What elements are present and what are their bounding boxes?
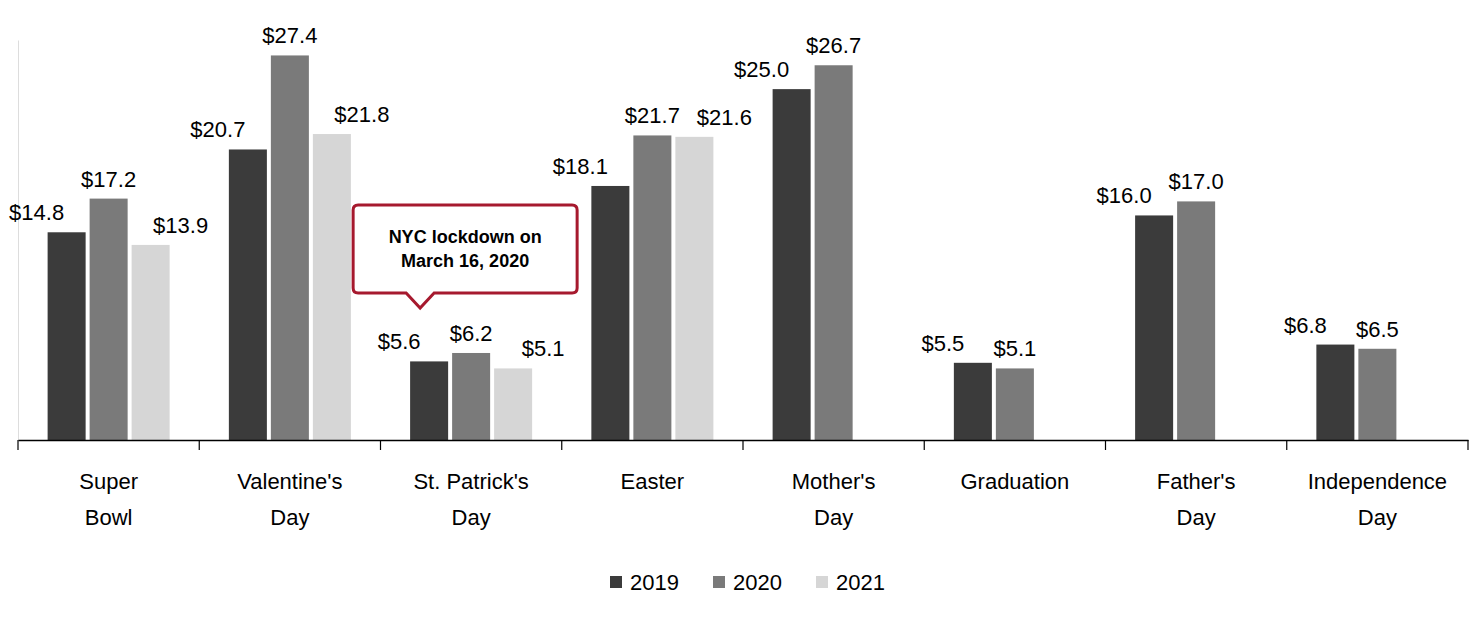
bar: [773, 89, 811, 440]
bar: [815, 65, 853, 440]
legend: 2019 2020 2021: [610, 570, 885, 595]
bar: [1316, 345, 1354, 440]
data-label: $5.1: [993, 336, 1036, 361]
data-label: $25.0: [734, 57, 789, 82]
legend-swatch: [713, 576, 725, 588]
data-labels: $14.8 $20.7 $5.6 $18.1 $25.0 $5.5 $16.0 $6.8 $17…: [9, 23, 1399, 361]
bar: [452, 353, 490, 440]
data-label: $21.6: [697, 105, 752, 130]
data-label: $21.8: [334, 102, 389, 127]
chart: SuperBowl Valentine'sDay St. Patrick'sDay E…: [0, 0, 1475, 620]
bar: [1135, 215, 1173, 440]
data-label: $13.9: [153, 213, 208, 238]
x-tick: Father'sDay: [1157, 440, 1236, 530]
legend-swatch: [816, 576, 828, 588]
x-tick-label: Easter: [621, 469, 685, 494]
data-label: $21.7: [625, 103, 680, 128]
category-divider: [17, 440, 18, 450]
x-tick-label: St. Patrick'sDay: [413, 469, 528, 530]
category-divider: [1286, 440, 1287, 450]
x-tick-label: Father'sDay: [1157, 469, 1236, 530]
category-divider: [742, 440, 743, 450]
bar: [954, 363, 992, 440]
x-tick-label: Mother'sDay: [792, 469, 876, 530]
category-divider: [924, 440, 925, 450]
legend-label: 2019: [630, 570, 679, 595]
x-tick: Graduation: [960, 440, 1069, 494]
y-axis-line: [18, 41, 19, 441]
category-divider: [199, 440, 200, 450]
data-label: $27.4: [262, 23, 317, 48]
data-label: $14.8: [9, 200, 64, 225]
bar: [675, 137, 713, 440]
data-label: $5.1: [522, 336, 565, 361]
legend-label: 2021: [836, 570, 885, 595]
bar: [48, 232, 86, 440]
bar: [132, 245, 170, 440]
x-tick: Mother'sDay: [792, 440, 876, 530]
category-divider: [561, 440, 562, 450]
annotation-box: [353, 205, 577, 308]
legend-item: 2019: [610, 570, 679, 595]
x-tick: St. Patrick'sDay: [413, 440, 528, 530]
data-label: $18.1: [553, 154, 608, 179]
bar: [271, 55, 309, 440]
data-label: $6.5: [1356, 317, 1399, 342]
data-label: $17.0: [1169, 169, 1224, 194]
category-divider: [1467, 440, 1468, 450]
bar: [410, 361, 448, 440]
data-label: $5.6: [378, 329, 421, 354]
legend-item: 2020: [713, 570, 782, 595]
bar: [1177, 201, 1215, 440]
bar: [996, 368, 1034, 440]
x-tick: Valentine'sDay: [237, 440, 342, 530]
bar: [494, 368, 532, 440]
data-label: $26.7: [806, 33, 861, 58]
bar: [90, 199, 128, 440]
x-tick-label: Valentine'sDay: [237, 469, 342, 530]
data-label: $6.2: [450, 321, 493, 346]
category-dividers: [18, 440, 1468, 450]
data-label: $17.2: [81, 167, 136, 192]
annotation: NYC lockdown onMarch 16, 2020: [353, 205, 577, 308]
data-label: $6.8: [1284, 313, 1327, 338]
y-axis: [18, 41, 19, 441]
bar: [229, 149, 267, 440]
data-label: $5.5: [921, 331, 964, 356]
x-tick-label: IndependenceDay: [1308, 469, 1447, 530]
data-label: $16.0: [1097, 183, 1152, 208]
bar: [633, 135, 671, 440]
legend-item: 2021: [816, 570, 885, 595]
x-tick: Easter: [621, 440, 685, 494]
bar: [591, 186, 629, 440]
x-tick-label: Graduation: [960, 469, 1069, 494]
annotation-text: NYC lockdown onMarch 16, 2020: [389, 227, 542, 271]
bar: [1358, 349, 1396, 440]
bars: [48, 55, 1397, 440]
category-divider: [1105, 440, 1106, 450]
x-tick-label: SuperBowl: [79, 469, 138, 530]
legend-swatch: [610, 576, 622, 588]
x-tick: SuperBowl: [79, 440, 138, 530]
bar: [313, 134, 351, 440]
category-divider: [380, 440, 381, 450]
data-label: $20.7: [190, 117, 245, 142]
legend-label: 2020: [733, 570, 782, 595]
x-axis: SuperBowl Valentine'sDay St. Patrick'sDay E…: [19, 440, 1469, 530]
x-tick: IndependenceDay: [1308, 440, 1447, 530]
